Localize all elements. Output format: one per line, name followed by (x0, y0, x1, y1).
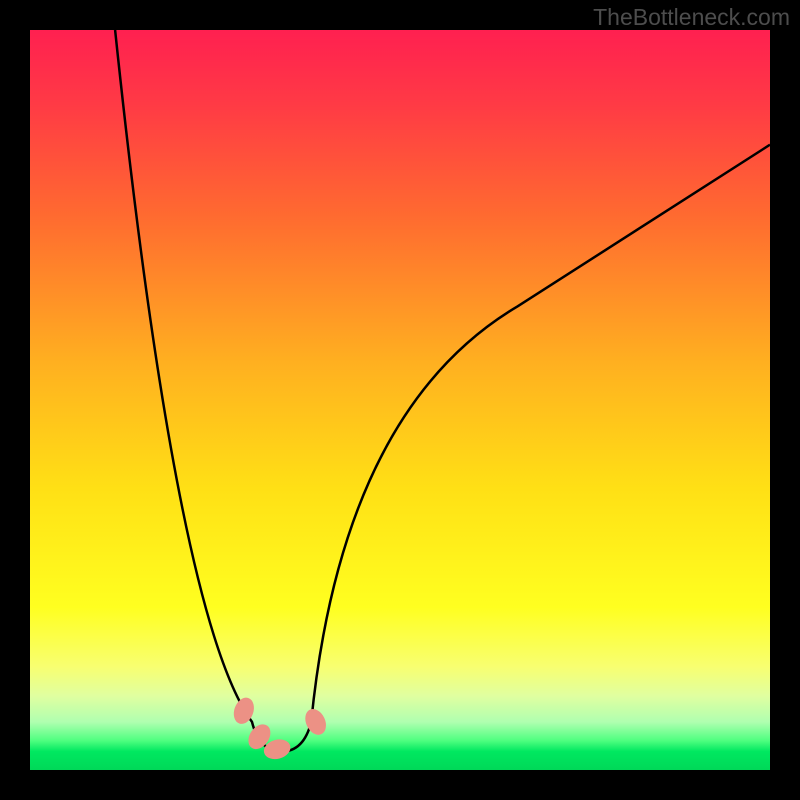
watermark-text: TheBottleneck.com (593, 4, 790, 31)
gradient-background (30, 30, 770, 770)
chart-svg (30, 30, 770, 770)
bottleneck-curve-chart (30, 30, 770, 770)
